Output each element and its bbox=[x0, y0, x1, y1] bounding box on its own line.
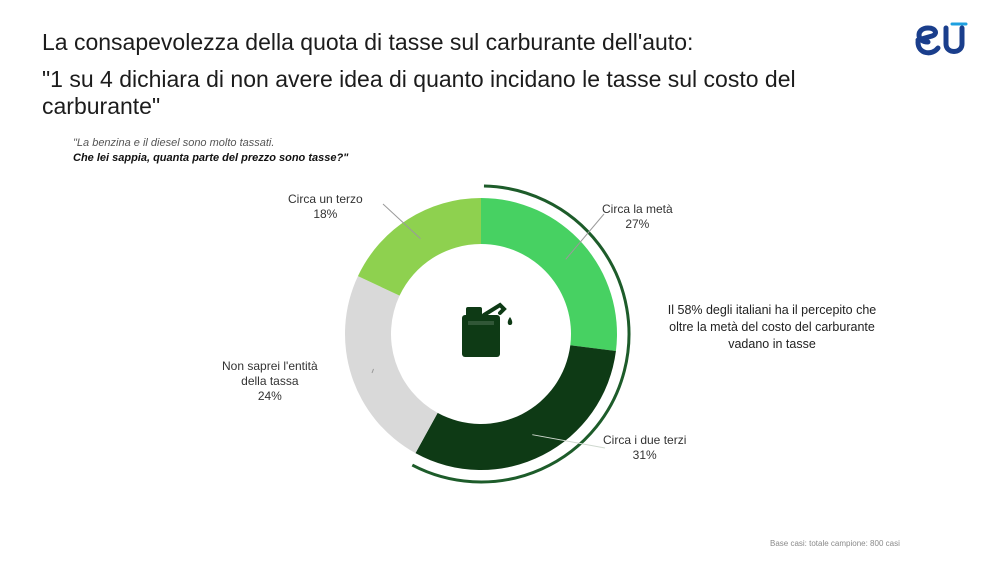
slice-label-name: Circa la metà bbox=[602, 202, 673, 216]
slice-label-value: 31% bbox=[632, 448, 657, 462]
leader-line bbox=[382, 203, 421, 239]
slice-label-name: della tassa bbox=[241, 374, 299, 388]
slice-label: Circa un terzo 18% bbox=[288, 192, 363, 222]
slice-label-name: Circa un terzo bbox=[288, 192, 363, 206]
leader-line bbox=[532, 434, 606, 449]
survey-question-line-1: "La benzina e il diesel sono molto tassa… bbox=[73, 137, 275, 149]
eu-logo-icon bbox=[915, 22, 968, 56]
donut-slices bbox=[344, 198, 617, 471]
slice-label: Circa la metà 27% bbox=[602, 202, 673, 232]
slice-label: Circa i due terzi 31% bbox=[603, 433, 686, 463]
donut-slice bbox=[481, 198, 617, 352]
slice-label-name: Circa i due terzi bbox=[603, 433, 687, 447]
leader-lines bbox=[371, 203, 606, 449]
slice-label: Non saprei l'entità della tassa 24% bbox=[222, 359, 318, 404]
donut-slice bbox=[344, 276, 438, 454]
slice-label-value: 18% bbox=[313, 207, 338, 221]
callout-text: Il 58% degli italiani ha il percepito ch… bbox=[667, 303, 877, 351]
leader-line bbox=[565, 213, 605, 260]
slice-label-value: 27% bbox=[625, 217, 650, 231]
fuel-jerrycan-icon bbox=[462, 302, 513, 357]
slice-label-value: 24% bbox=[257, 389, 282, 403]
slice-label-name: Non saprei l'entità bbox=[222, 359, 318, 373]
leader-line bbox=[371, 368, 374, 374]
highlight-arc bbox=[411, 184, 631, 484]
page-title: La consapevolezza della quota di tasse s… bbox=[42, 29, 694, 55]
donut-slice bbox=[415, 345, 616, 471]
survey-question-line-2: Che lei sappia, quanta parte del prezzo … bbox=[73, 152, 349, 164]
footer-note: Base casi: totale campione: 800 casi bbox=[770, 539, 900, 548]
survey-question: "La benzina e il diesel sono molto tassa… bbox=[73, 136, 493, 166]
donut-slice bbox=[357, 198, 481, 296]
page-subtitle: "1 su 4 dichiara di non avere idea di qu… bbox=[42, 66, 796, 119]
